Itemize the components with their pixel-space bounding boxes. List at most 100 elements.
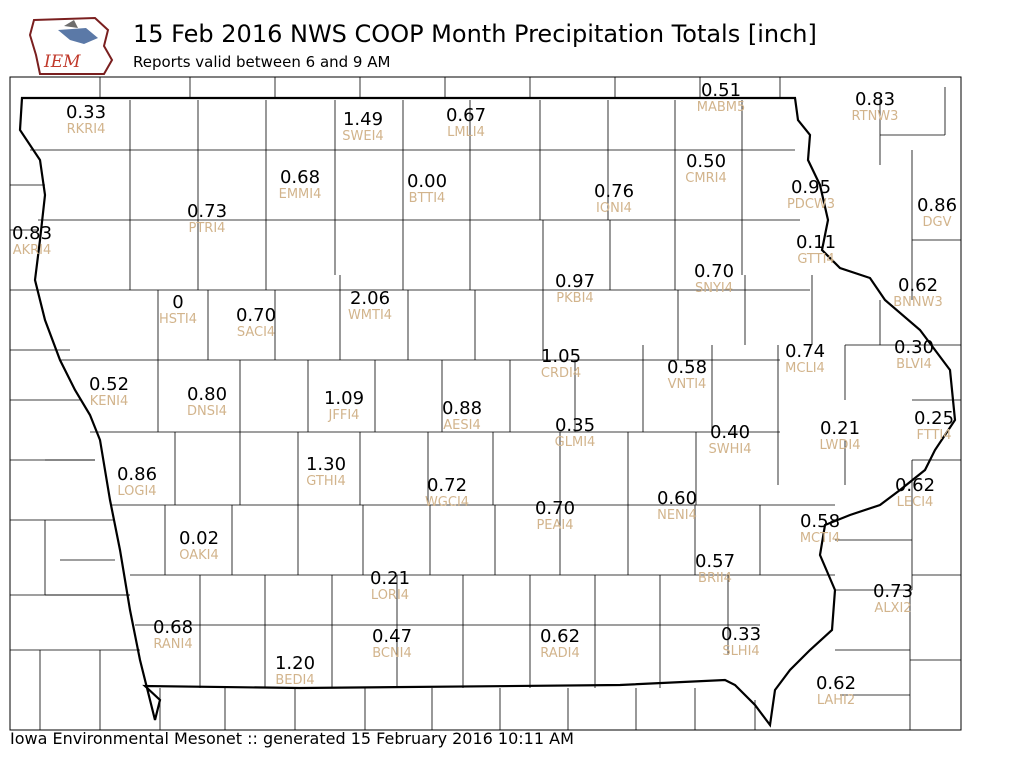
map-title: 15 Feb 2016 NWS COOP Month Precipitation… [133, 20, 817, 48]
svg-text:IEM: IEM [43, 52, 81, 72]
station-value: 0.73 [187, 201, 227, 222]
station-id: LECI4 [897, 495, 934, 510]
station-id: BLVI4 [896, 357, 932, 372]
station-id: SWHI4 [709, 442, 752, 457]
station-id: LAHI2 [817, 693, 855, 708]
station-value: 0.83 [855, 89, 895, 110]
station-value: 0.62 [898, 275, 938, 296]
station-value: 1.30 [306, 454, 346, 475]
station-id: RTNW3 [852, 109, 899, 124]
station-id: SACI4 [237, 325, 275, 340]
station-id: BTTI4 [409, 191, 446, 206]
station-id: HSTI4 [159, 312, 197, 327]
station-value: 0.74 [785, 341, 825, 362]
station-id: PDCW3 [787, 197, 835, 212]
station-id: SWEI4 [342, 129, 383, 144]
station-id: PKBI4 [556, 291, 593, 306]
station-value: 0.57 [695, 551, 735, 572]
station-id: ALXI2 [874, 601, 911, 616]
station-value: 0.58 [800, 511, 840, 532]
station-id: CMRI4 [685, 171, 726, 186]
station-id: IONI4 [596, 201, 632, 216]
station-value: 0.40 [710, 422, 750, 443]
station-value: 0.70 [535, 498, 575, 519]
station-value: 0.68 [280, 167, 320, 188]
station-value: 0.86 [117, 464, 157, 485]
station-id: OAKI4 [179, 548, 219, 563]
station-id: PEAI4 [536, 518, 573, 533]
station-value: 1.09 [324, 388, 364, 409]
station-value: 0.62 [816, 673, 856, 694]
station-value: 1.05 [541, 346, 581, 367]
station-id: LORI4 [371, 588, 409, 603]
station-id: LMLI4 [447, 125, 485, 140]
station-id: GTHI4 [306, 474, 345, 489]
station-value: 0.76 [594, 181, 634, 202]
station-value: 0.67 [446, 105, 486, 126]
county-lines [9, 77, 961, 730]
station-value: 0.30 [894, 337, 934, 358]
station-value: 0.95 [791, 177, 831, 198]
station-value: 0.86 [917, 195, 957, 216]
station-id: SNYI4 [695, 281, 733, 296]
station-value: 0.51 [701, 80, 741, 101]
station-id: VNTI4 [668, 377, 707, 392]
station-value: 0.21 [820, 418, 860, 439]
station-id: BRII4 [698, 571, 732, 586]
station-value: 0.52 [89, 374, 129, 395]
map-subtitle: Reports valid between 6 and 9 AM [133, 53, 391, 71]
station-value: 0.33 [66, 102, 106, 123]
station-id: JFFI4 [328, 408, 360, 423]
station-value: 2.06 [350, 288, 390, 309]
iem-logo: IEM [28, 16, 114, 75]
station-value: 0.70 [236, 305, 276, 326]
station-id: BEDI4 [275, 673, 314, 688]
station-id: NENI4 [657, 508, 697, 523]
station-value: 0.73 [873, 581, 913, 602]
station-value: 0.80 [187, 384, 227, 405]
station-id: AESI4 [443, 418, 480, 433]
station-value: 0.11 [796, 232, 836, 253]
station-id: FTTI4 [916, 428, 951, 443]
station-value: 0.02 [179, 528, 219, 549]
station-id: KENI4 [90, 394, 129, 409]
station-id: RADI4 [540, 646, 580, 661]
station-id: MCTI4 [800, 531, 840, 546]
station-value: 0.35 [555, 415, 595, 436]
station-id: DNSI4 [187, 404, 227, 419]
station-value: 0.68 [153, 617, 193, 638]
station-id: BCNI4 [372, 646, 412, 661]
station-id: GTTI4 [797, 252, 834, 267]
station-id: DGV [923, 215, 952, 230]
